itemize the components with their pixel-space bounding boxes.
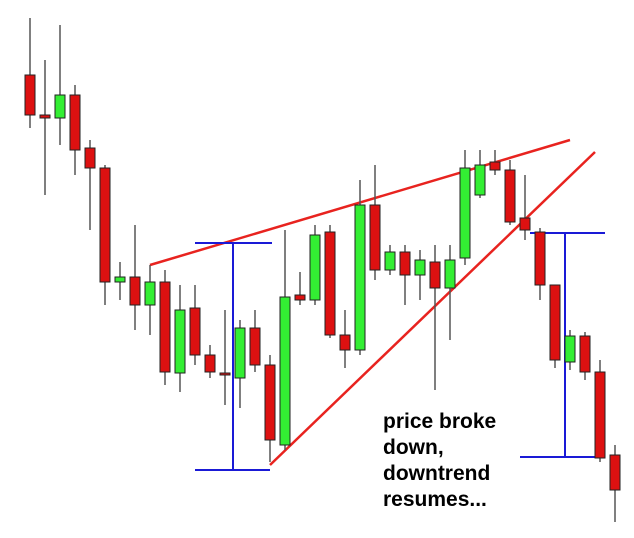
- trend-lines: [149, 138, 596, 466]
- candle-body: [429, 261, 441, 289]
- candle-body: [264, 364, 276, 441]
- candle-body: [609, 454, 621, 491]
- candle-body: [159, 281, 171, 373]
- candle-body: [69, 94, 81, 151]
- candles: [24, 18, 621, 522]
- candle-body: [189, 307, 201, 356]
- candle-body: [504, 169, 516, 223]
- annotation-line: downtrend: [383, 462, 490, 485]
- candle-body: [339, 334, 351, 351]
- candle-body: [474, 164, 486, 196]
- candle-body: [594, 371, 606, 459]
- annotation-line: down,: [383, 436, 444, 459]
- candle-body: [414, 259, 426, 276]
- candle-body: [519, 217, 531, 231]
- candle-body: [174, 309, 186, 374]
- candle-body: [459, 167, 471, 259]
- annotation-line: price broke: [383, 410, 496, 433]
- candle-body: [84, 147, 96, 169]
- lower-trendline: [269, 151, 596, 466]
- candle-body: [114, 276, 126, 283]
- candle-body: [384, 251, 396, 271]
- candle-body: [324, 231, 336, 336]
- candle-body: [144, 281, 156, 306]
- candle-body: [99, 167, 111, 283]
- candle-body: [279, 296, 291, 446]
- candle-body: [354, 204, 366, 351]
- candle-body: [309, 234, 321, 301]
- candle-body: [54, 94, 66, 119]
- candle-body: [204, 354, 216, 373]
- candle-body: [564, 335, 576, 363]
- candle-body: [234, 327, 246, 379]
- annotation-line: resumes...: [383, 488, 487, 511]
- candle-body: [534, 231, 546, 286]
- candle-body: [489, 161, 501, 171]
- candle-body: [129, 276, 141, 306]
- candle-body: [549, 284, 561, 361]
- candle-body: [249, 327, 261, 366]
- candle-body: [444, 259, 456, 289]
- candle-body: [219, 372, 231, 376]
- candle-body: [369, 204, 381, 271]
- candle-body: [24, 74, 36, 116]
- candle-body: [39, 114, 51, 119]
- candle-body: [294, 294, 306, 301]
- candle-body: [579, 335, 591, 373]
- candle-body: [399, 251, 411, 276]
